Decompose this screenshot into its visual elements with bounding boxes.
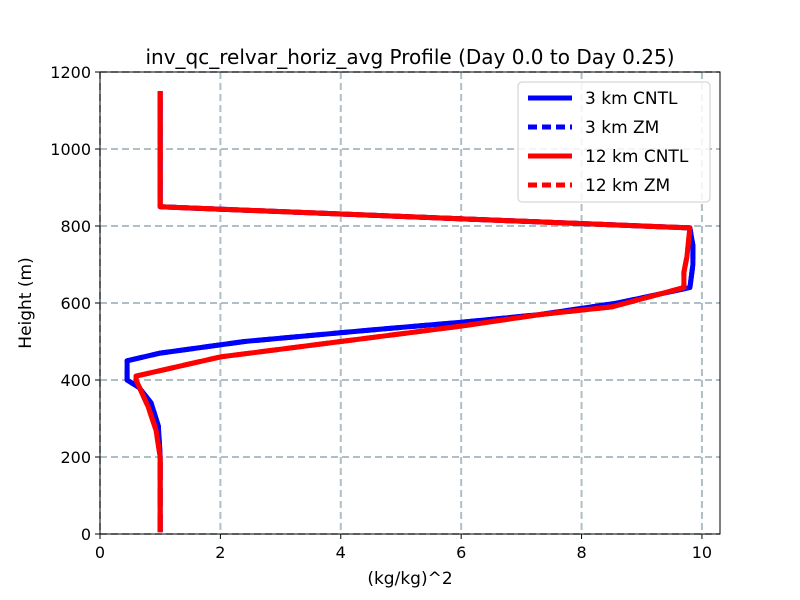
y-tick-label: 0 [81,525,91,544]
y-tick-label: 1200 [50,63,91,82]
x-tick-label: 6 [456,543,466,562]
x-tick-label: 2 [215,543,225,562]
x-tick-label: 0 [95,543,105,562]
legend-label-1: 3 km ZM [585,118,659,138]
legend-box [517,81,711,203]
x-tick-label: 4 [336,543,346,562]
y-tick-label: 800 [60,217,91,236]
legend-label-2: 12 km CNTL [585,147,689,167]
axis-ticks: 0 2 4 6 8 10 0 200 400 600 800 1000 1200 [50,63,712,562]
y-tick-label: 200 [60,448,91,467]
series-line-1 [124,91,696,533]
x-tick-label: 10 [692,543,712,562]
x-tick-label: 8 [576,543,586,562]
legend-label-0: 3 km CNTL [585,89,678,109]
chart-title: inv_qc_relvar_horiz_avg Profile (Day 0.0… [145,45,674,69]
y-tick-label: 1000 [50,140,91,159]
series-line-2 [133,91,693,533]
plot-lines [124,91,696,533]
legend: 3 km CNTL 3 km ZM 12 km CNTL 12 km ZM [517,81,711,203]
y-tick-label: 600 [60,294,91,313]
y-tick-label: 400 [60,371,91,390]
x-axis-label: (kg/kg)^2 [367,569,452,589]
legend-label-3: 12 km ZM [585,176,670,196]
y-axis-label: Height (m) [16,257,36,348]
